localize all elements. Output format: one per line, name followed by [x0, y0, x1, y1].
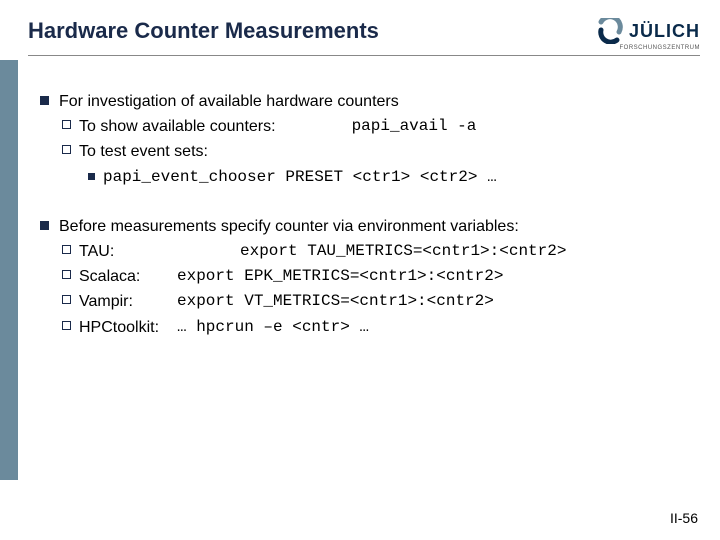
- slide-title: Hardware Counter Measurements: [28, 18, 379, 44]
- item-label: To show available counters:: [79, 115, 276, 138]
- list-item: To show available counters: papi_avail -…: [79, 115, 476, 138]
- bullet-l2: To show available counters: papi_avail -…: [62, 115, 700, 138]
- small-square-bullet-icon: [88, 173, 95, 180]
- logo: JÜLICH FORSCHUNGSZENTRUM: [597, 18, 700, 51]
- square-bullet-icon: [40, 221, 49, 230]
- tool-name: Scalaca:: [79, 265, 169, 288]
- list-item: Vampir: export VT_METRICS=<cntr1>:<cntr2…: [79, 290, 494, 313]
- section-investigation: For investigation of available hardware …: [40, 90, 700, 189]
- list-item: HPCtoolkit: … hpcrun –e <cntr> …: [79, 316, 369, 339]
- section1-heading: For investigation of available hardware …: [59, 90, 399, 113]
- bullet-l2: Scalaca: export EPK_METRICS=<cntr1>:<cnt…: [62, 265, 700, 288]
- section2-heading: Before measurements specify counter via …: [59, 215, 519, 238]
- tool-command: export VT_METRICS=<cntr1>:<cntr2>: [177, 290, 494, 313]
- bullet-l2: TAU: export TAU_METRICS=<cntr1>:<cntr2>: [62, 240, 700, 263]
- open-square-bullet-icon: [62, 145, 71, 154]
- logo-row: JÜLICH: [597, 18, 700, 44]
- open-square-bullet-icon: [62, 270, 71, 279]
- tool-command: export TAU_METRICS=<cntr1>:<cntr2>: [240, 240, 566, 263]
- header: Hardware Counter Measurements JÜLICH FOR…: [28, 18, 700, 51]
- item-command: papi_event_chooser PRESET <ctr1> <ctr2> …: [103, 166, 497, 189]
- tool-command: export EPK_METRICS=<cntr1>:<cntr2>: [177, 265, 503, 288]
- left-accent-bar: [0, 60, 18, 480]
- spacer: [177, 240, 232, 263]
- bullet-l3: papi_event_chooser PRESET <ctr1> <ctr2> …: [88, 166, 700, 189]
- logo-text: JÜLICH: [629, 21, 700, 42]
- square-bullet-icon: [40, 96, 49, 105]
- item-command: papi_avail -a: [352, 115, 477, 138]
- item-label: To test event sets:: [79, 140, 208, 163]
- content: For investigation of available hardware …: [40, 90, 700, 365]
- bullet-l1: For investigation of available hardware …: [40, 90, 700, 113]
- tool-command: … hpcrun –e <cntr> …: [177, 316, 369, 339]
- section-environment: Before measurements specify counter via …: [40, 215, 700, 339]
- bullet-l2: To test event sets:: [62, 140, 700, 163]
- logo-subtext: FORSCHUNGSZENTRUM: [620, 45, 701, 51]
- bullet-l2: HPCtoolkit: … hpcrun –e <cntr> …: [62, 316, 700, 339]
- logo-icon: [597, 18, 623, 44]
- list-item: Scalaca: export EPK_METRICS=<cntr1>:<cnt…: [79, 265, 503, 288]
- open-square-bullet-icon: [62, 295, 71, 304]
- tool-name: HPCtoolkit:: [79, 316, 169, 339]
- bullet-l1: Before measurements specify counter via …: [40, 215, 700, 238]
- open-square-bullet-icon: [62, 120, 71, 129]
- bullet-l2: Vampir: export VT_METRICS=<cntr1>:<cntr2…: [62, 290, 700, 313]
- spacer: [284, 115, 344, 138]
- header-divider: [28, 55, 700, 56]
- open-square-bullet-icon: [62, 245, 71, 254]
- tool-name: TAU:: [79, 240, 169, 263]
- list-item: TAU: export TAU_METRICS=<cntr1>:<cntr2>: [79, 240, 566, 263]
- tool-name: Vampir:: [79, 290, 169, 313]
- page-number: II-56: [670, 510, 698, 526]
- open-square-bullet-icon: [62, 321, 71, 330]
